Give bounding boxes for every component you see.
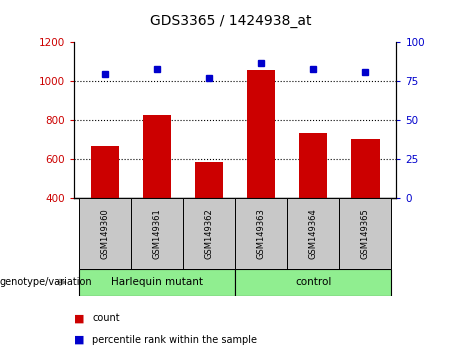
Text: count: count <box>92 313 120 323</box>
Text: GSM149365: GSM149365 <box>361 208 370 259</box>
Bar <box>247 70 275 198</box>
Text: GSM149364: GSM149364 <box>309 208 318 259</box>
Bar <box>235 198 287 269</box>
Bar <box>339 198 391 269</box>
Bar <box>131 198 183 269</box>
Bar <box>299 133 327 198</box>
Bar <box>79 198 131 269</box>
Bar <box>351 139 379 198</box>
Text: GDS3365 / 1424938_at: GDS3365 / 1424938_at <box>150 14 311 28</box>
Text: GSM149362: GSM149362 <box>205 208 213 259</box>
Text: GSM149360: GSM149360 <box>100 208 110 259</box>
Text: percentile rank within the sample: percentile rank within the sample <box>92 335 257 344</box>
Bar <box>143 115 171 198</box>
Text: GSM149361: GSM149361 <box>153 208 161 259</box>
Text: genotype/variation: genotype/variation <box>0 277 93 287</box>
Bar <box>79 269 235 296</box>
Text: ■: ■ <box>74 313 84 323</box>
Text: control: control <box>295 277 331 287</box>
Bar <box>91 146 119 198</box>
Bar <box>195 162 224 198</box>
Text: GSM149363: GSM149363 <box>257 208 266 259</box>
Text: Harlequin mutant: Harlequin mutant <box>111 277 203 287</box>
Bar <box>235 269 391 296</box>
Bar <box>287 198 339 269</box>
Bar <box>183 198 235 269</box>
Text: ■: ■ <box>74 335 84 344</box>
